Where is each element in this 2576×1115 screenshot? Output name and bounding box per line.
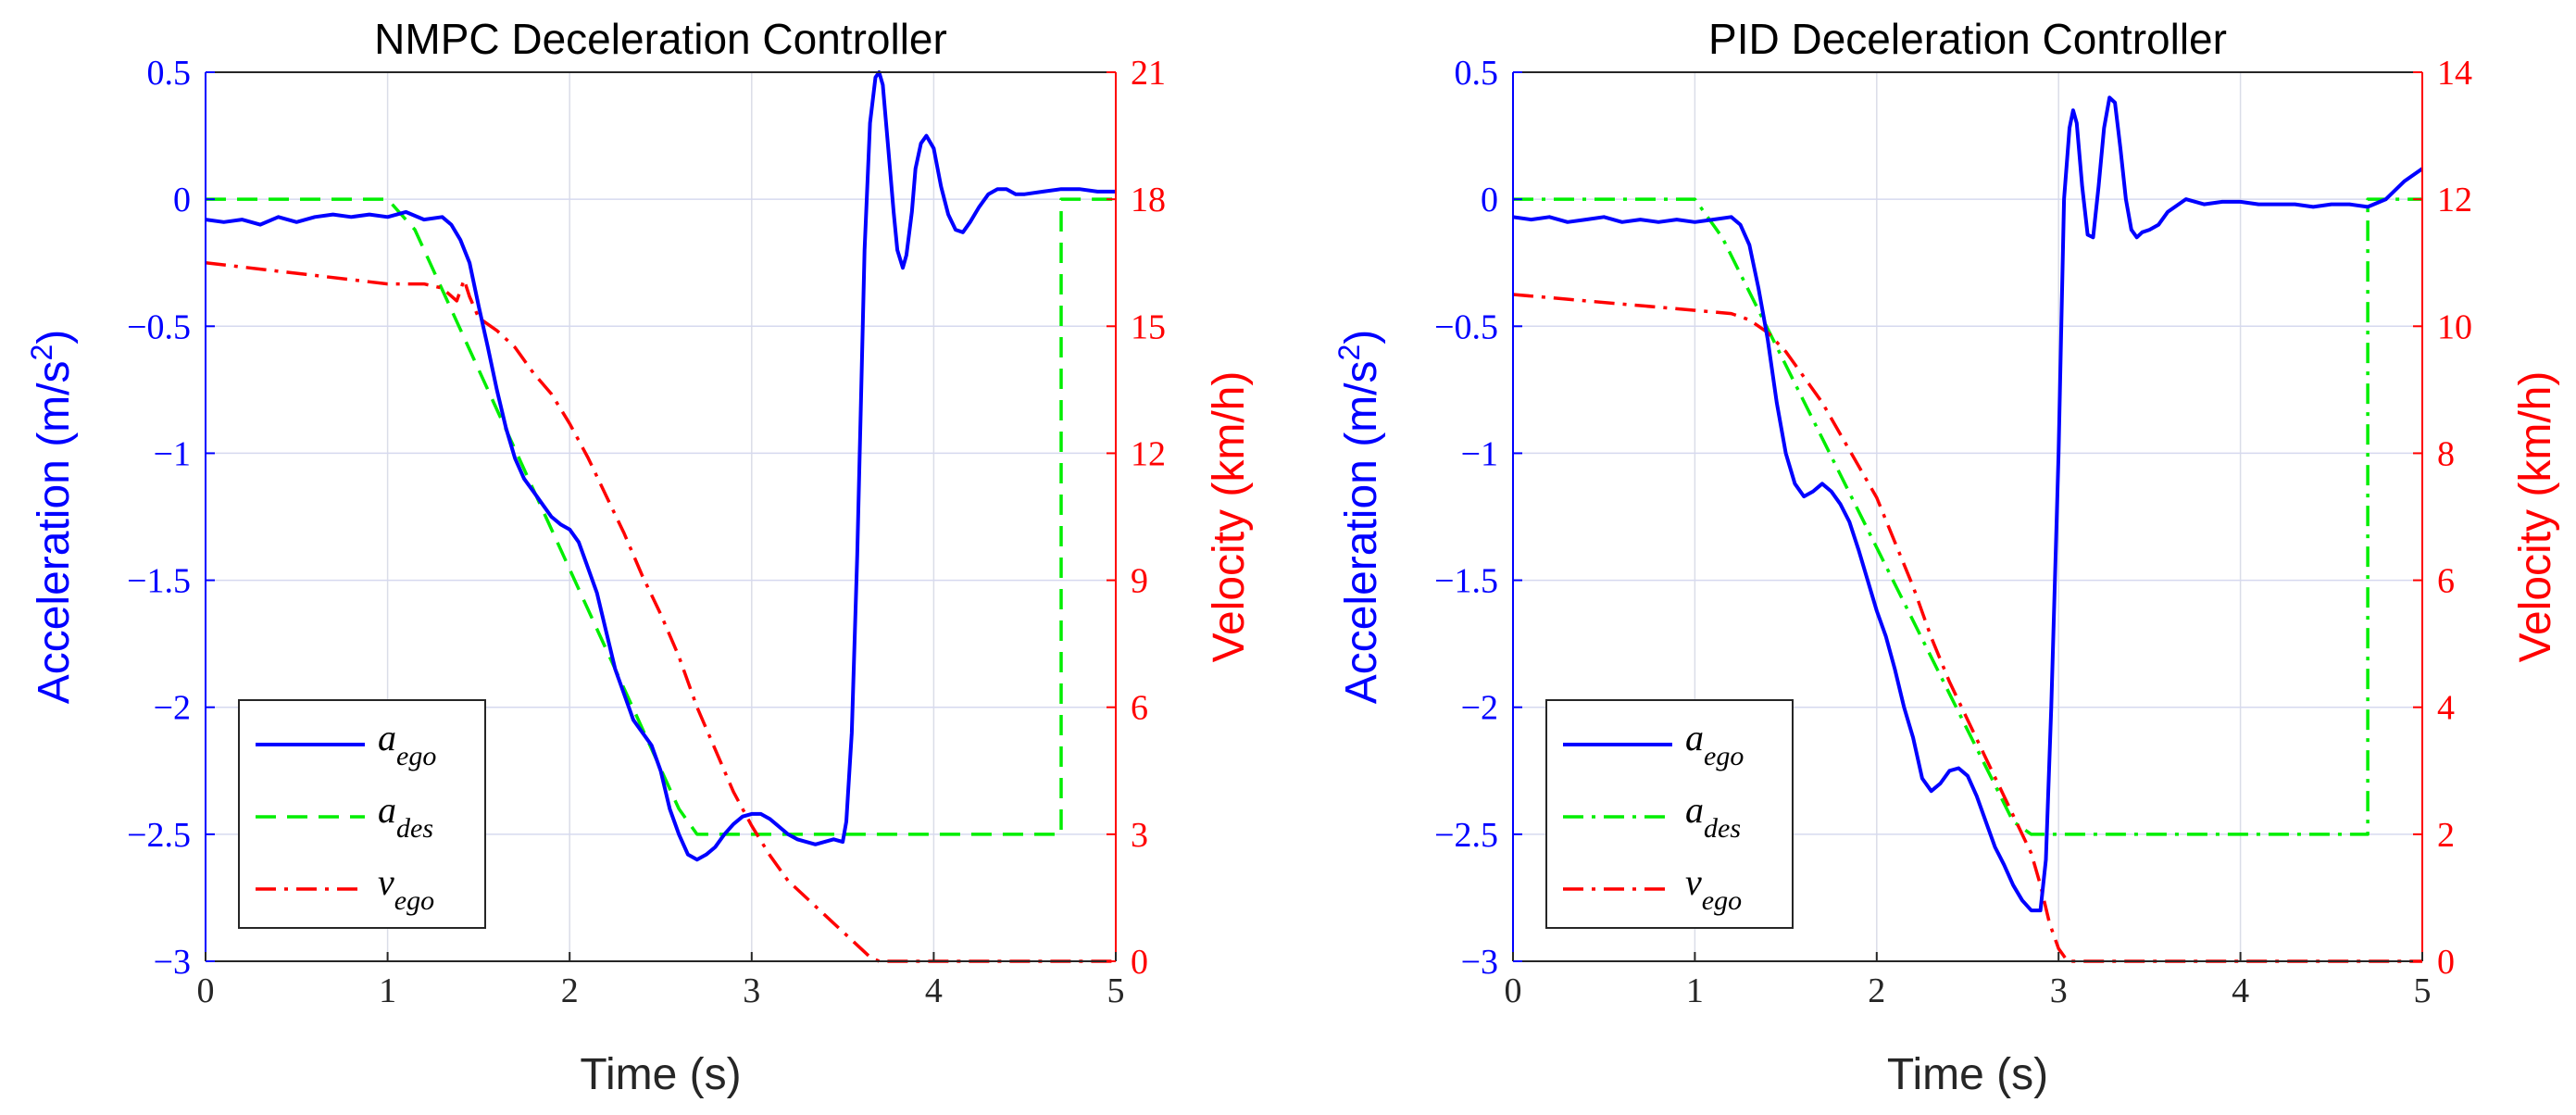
y-left-tick-label: −0.5 (127, 307, 191, 346)
y-left-tick-label: −2 (154, 689, 191, 728)
y-right-tick-label: 6 (1131, 689, 1148, 728)
series-group (206, 70, 1116, 963)
legend-label-main: a (1685, 717, 1704, 758)
legend-label-v-ego: vego (378, 861, 434, 916)
y-left-tick-label: −2.5 (127, 816, 191, 855)
x-tick-label: 0 (197, 971, 215, 1010)
y-right-tick-label: 12 (2437, 181, 2472, 219)
x-tick-label: 5 (2414, 971, 2432, 1010)
legend-label-a-des: ades (378, 789, 433, 844)
legend-label-subscript: ego (396, 741, 436, 771)
y-right-tick-label: 0 (1131, 943, 1148, 982)
series-line-v-ego (206, 260, 1116, 963)
y-right-tick-label: 18 (1131, 181, 1166, 219)
y-left-label-text: Acceleration (m/s (30, 361, 79, 705)
y-left-axis-label: Acceleration (m/s2) (1332, 330, 1386, 705)
y-left-tick-label: 0.5 (147, 54, 192, 93)
y-right-tick-label: 8 (2437, 434, 2455, 473)
y-right-tick-label: 14 (2437, 54, 2472, 93)
x-tick-label: 0 (1505, 971, 1522, 1010)
legend-label-a-ego: aego (1685, 717, 1744, 771)
y-left-tick-label: −1.5 (127, 562, 191, 601)
series-line-a-des (1513, 197, 2422, 836)
legend-box (238, 699, 486, 929)
y-left-tick-label: −3 (154, 943, 191, 982)
y-right-tick-label: 15 (1131, 307, 1166, 346)
x-tick-label: 3 (743, 971, 760, 1010)
y-left-tick-label: −3 (1461, 943, 1498, 982)
x-tick-label: 4 (925, 971, 943, 1010)
y-left-tick-label: 0 (173, 181, 191, 219)
y-left-tick-label: 0 (1481, 181, 1498, 219)
legend-label-a-ego: aego (378, 717, 436, 771)
legend-label-main: a (1685, 789, 1704, 831)
y-left-label-superscript: 2 (25, 345, 58, 361)
y-left-tick-label: −1 (1461, 434, 1498, 473)
y-right-tick-label: 2 (2437, 816, 2455, 855)
y-right-tick-label: 21 (1131, 54, 1166, 93)
legend-label-subscript: ego (1702, 885, 1742, 916)
x-tick-label: 1 (1686, 971, 1704, 1010)
legend-label-subscript: des (1704, 813, 1741, 844)
y-left-label-close: ) (30, 330, 79, 345)
legend-box (1545, 699, 1794, 929)
y-right-tick-label: 4 (2437, 689, 2455, 728)
x-axis-label: Time (s) (580, 1050, 741, 1099)
x-tick-label: 2 (1868, 971, 1885, 1010)
legend-label-main: a (378, 717, 396, 758)
y-left-tick-label: −0.5 (1434, 307, 1498, 346)
x-tick-label: 4 (2232, 971, 2249, 1010)
series-line-a-ego (206, 70, 1116, 862)
chart-title: PID Deceleration Controller (1708, 15, 2227, 63)
y-left-label-text: Acceleration (m/s (1337, 361, 1386, 705)
legend-label-main: a (378, 789, 396, 831)
y-right-axis-label: Velocity (km/h) (1205, 371, 1254, 663)
y-left-label-close: ) (1337, 330, 1386, 345)
legend-label-subscript: ego (394, 885, 434, 916)
y-right-tick-label: 12 (1131, 434, 1166, 473)
x-tick-label: 1 (379, 971, 396, 1010)
legend-label-subscript: ego (1704, 741, 1744, 771)
y-right-axis-label: Velocity (km/h) (2511, 371, 2560, 663)
series-line-v-ego (1513, 293, 2422, 963)
legend-label-v-ego: vego (1685, 861, 1742, 916)
y-left-tick-label: −1.5 (1434, 562, 1498, 601)
chart-title: NMPC Deceleration Controller (374, 15, 947, 63)
y-right-tick-label: 10 (2437, 307, 2472, 346)
series-line-a-ego (1513, 95, 2422, 913)
legend-label-a-des: ades (1685, 789, 1741, 844)
chart-panel-1: 0 1 2 3 4 50.50−0.5−1−1.5−2−2.5−3211815129630… (25, 15, 1254, 1099)
x-tick-label: 3 (2050, 971, 2068, 1010)
y-right-tick-label: 3 (1131, 816, 1148, 855)
legend-label-subscript: des (396, 813, 433, 844)
legend-label-main: v (1685, 861, 1702, 903)
y-left-tick-label: −2.5 (1434, 816, 1498, 855)
chart-panel-2: 0 1 2 3 4 50.50−0.5−1−1.5−2−2.5−314121086420P… (1332, 15, 2560, 1099)
y-right-tick-label: 6 (2437, 562, 2455, 601)
y-left-axis-label: Acceleration (m/s2) (25, 330, 79, 705)
series-group (1513, 95, 2422, 963)
legend-label-main: v (378, 861, 394, 903)
x-axis-label: Time (s) (1887, 1050, 2048, 1099)
x-tick-label: 2 (561, 971, 579, 1010)
y-left-tick-label: 0.5 (1455, 54, 1499, 93)
y-left-label-superscript: 2 (1332, 345, 1366, 361)
y-left-tick-label: −2 (1461, 689, 1498, 728)
x-tick-label: 5 (1107, 971, 1125, 1010)
y-right-tick-label: 0 (2437, 943, 2455, 982)
y-left-tick-label: −1 (154, 434, 191, 473)
y-right-tick-label: 9 (1131, 562, 1148, 601)
